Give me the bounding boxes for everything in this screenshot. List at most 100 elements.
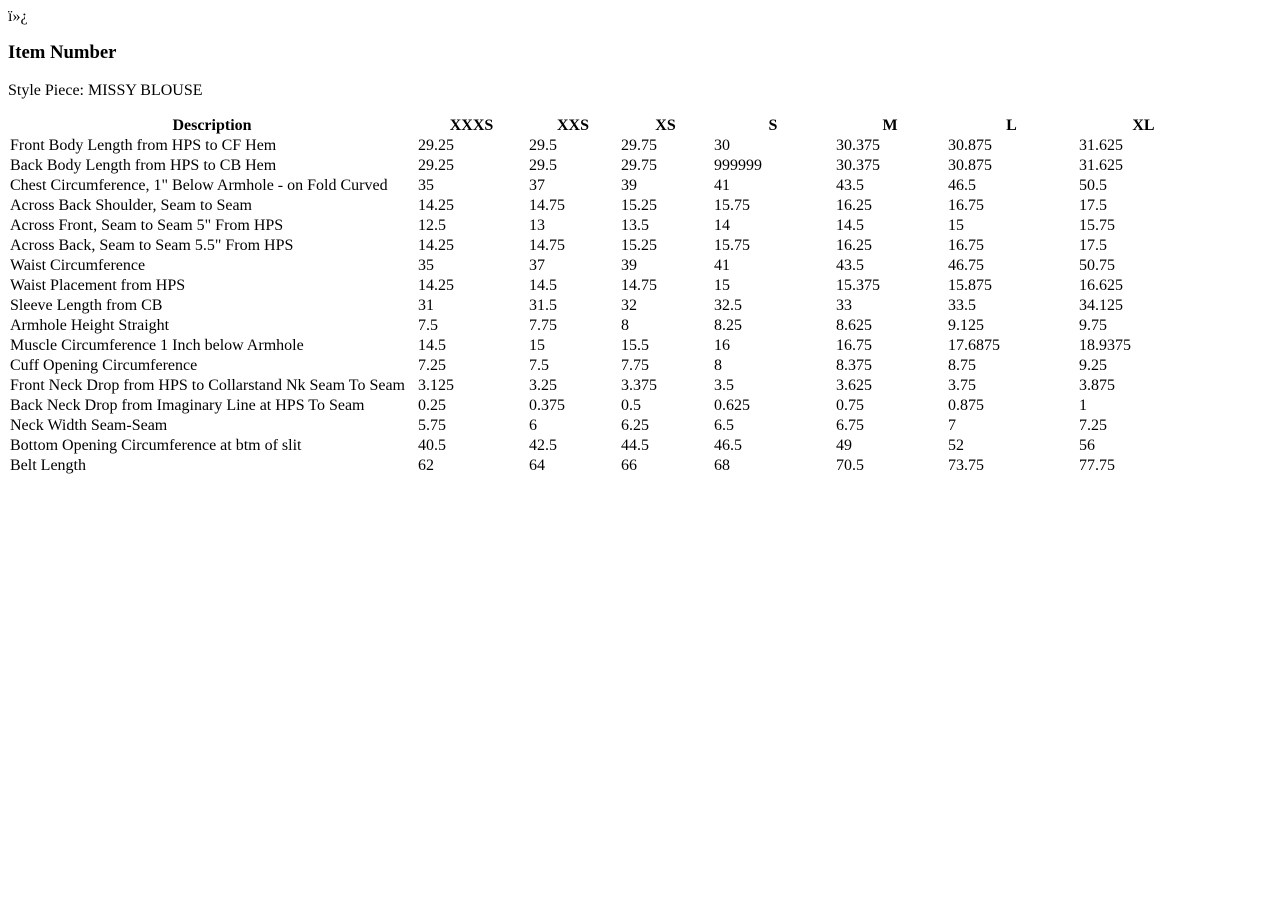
measurement-value-l: 9.125: [948, 317, 984, 334]
measurement-value-xxxs: 0.25: [418, 397, 446, 414]
measurement-value-xl: 3.875: [1079, 377, 1115, 394]
measurement-value-s: 68: [714, 457, 730, 474]
measurement-value-xl: 50.75: [1079, 257, 1115, 274]
measurement-value-m: 6.75: [836, 417, 864, 434]
measurement-value-l: 46.75: [948, 257, 984, 274]
column-header-s: S: [768, 117, 778, 134]
table-row: Chest Circumference, 1" Below Armhole - …: [9, 176, 1209, 196]
measurement-value-xl: 18.9375: [1079, 337, 1131, 354]
table-row: Across Back, Seam to Seam 5.5" From HPS 1…: [9, 236, 1209, 256]
measurement-value-s: 15: [714, 277, 730, 294]
measurement-description: Bottom Opening Circumference at btm of s…: [10, 437, 302, 454]
measurement-value-m: 49: [836, 437, 852, 454]
measurement-value-xl: 50.5: [1079, 177, 1107, 194]
measurement-value-m: 30.375: [836, 137, 880, 154]
column-header-xs: XS: [655, 117, 676, 134]
table-row: Across Back Shoulder, Seam to Seam 14.25 1…: [9, 196, 1209, 216]
table-row: Waist Placement from HPS 14.25 14.5 14.75 15…: [9, 276, 1209, 296]
measurement-value-xxs: 37: [529, 177, 545, 194]
measurement-value-xxs: 37: [529, 257, 545, 274]
measurement-value-m: 8.625: [836, 317, 872, 334]
measurement-value-xxxs: 62: [418, 457, 434, 474]
measurement-value-xs: 3.375: [621, 377, 657, 394]
measurement-value-xl: 56: [1079, 437, 1095, 454]
measurement-value-s: 46.5: [714, 437, 742, 454]
measurement-value-m: 70.5: [836, 457, 864, 474]
measurement-value-xxxs: 29.25: [418, 157, 454, 174]
measurement-value-l: 8.75: [948, 357, 976, 374]
measurement-value-xs: 8: [621, 317, 629, 334]
measurement-value-xxs: 15: [529, 337, 545, 354]
measurement-value-xxxs: 35: [418, 177, 434, 194]
measurement-value-xxs: 64: [529, 457, 545, 474]
measurement-value-xxxs: 7.5: [418, 317, 438, 334]
measurement-value-xxxs: 12.5: [418, 217, 446, 234]
measurement-description: Chest Circumference, 1" Below Armhole - …: [10, 177, 388, 194]
measurement-value-xs: 14.75: [621, 277, 657, 294]
style-piece-label: Style Piece: MISSY BLOUSE: [8, 82, 203, 99]
measurement-value-xl: 31.625: [1079, 137, 1123, 154]
measurement-value-xxs: 7.5: [529, 357, 549, 374]
measurement-description: Across Front, Seam to Seam 5" From HPS: [10, 217, 284, 234]
measurement-value-s: 15.75: [714, 237, 750, 254]
measurement-value-m: 16.75: [836, 337, 872, 354]
measurement-value-xxxs: 29.25: [418, 137, 454, 154]
measurement-value-xs: 29.75: [621, 137, 657, 154]
measurement-description: Across Back, Seam to Seam 5.5" From HPS: [10, 237, 294, 254]
table-row: Waist Circumference 35 37 39 41 43.5 46.75 50.7…: [9, 256, 1209, 276]
measurement-value-xxs: 3.25: [529, 377, 557, 394]
measurement-description: Waist Circumference: [10, 257, 146, 274]
column-header-xl: XL: [1132, 117, 1155, 134]
measurement-value-s: 32.5: [714, 297, 742, 314]
measurement-value-xs: 15.25: [621, 237, 657, 254]
measurement-value-s: 8: [714, 357, 722, 374]
measurement-value-m: 3.625: [836, 377, 872, 394]
measurement-value-xxxs: 14.25: [418, 237, 454, 254]
measurement-value-xs: 0.5: [621, 397, 641, 414]
measurement-value-xs: 29.75: [621, 157, 657, 174]
measurement-value-m: 43.5: [836, 177, 864, 194]
table-row: Front Neck Drop from HPS to Collarstand …: [9, 376, 1209, 396]
measurement-value-m: 16.25: [836, 237, 872, 254]
measurement-description: Back Neck Drop from Imaginary Line at HP…: [10, 397, 365, 414]
measurement-description: Across Back Shoulder, Seam to Seam: [10, 197, 252, 214]
measurement-value-xl: 9.25: [1079, 357, 1107, 374]
measurement-value-l: 17.6875: [948, 337, 1000, 354]
measurement-description: Waist Placement from HPS: [10, 277, 186, 294]
measurement-value-l: 7: [948, 417, 956, 434]
column-header-xxxs: XXXS: [449, 117, 494, 134]
measurement-value-l: 33.5: [948, 297, 976, 314]
measurement-value-xxs: 29.5: [529, 157, 557, 174]
table-row: Bottom Opening Circumference at btm of s…: [9, 436, 1209, 456]
measurement-value-xs: 39: [621, 257, 637, 274]
measurement-value-m: 8.375: [836, 357, 872, 374]
measurement-value-l: 0.875: [948, 397, 984, 414]
column-header-l: L: [1006, 117, 1017, 134]
measurement-value-l: 30.875: [948, 157, 992, 174]
measurement-value-xxs: 7.75: [529, 317, 557, 334]
table-row: Sleeve Length from CB 31 31.5 32 32.5 33 33.5 3…: [9, 296, 1209, 316]
measurement-value-xl: 7.25: [1079, 417, 1107, 434]
measurement-description: Belt Length: [10, 457, 86, 474]
column-header-description: Description: [172, 117, 252, 134]
measurement-description: Sleeve Length from CB: [10, 297, 163, 314]
measurement-value-l: 52: [948, 437, 964, 454]
measurement-description: Muscle Circumference 1 Inch below Armhol…: [10, 337, 304, 354]
measurement-value-xxxs: 5.75: [418, 417, 446, 434]
measurement-value-s: 0.625: [714, 397, 750, 414]
measurement-description: Front Neck Drop from HPS to Collarstand …: [10, 377, 405, 394]
measurement-value-l: 46.5: [948, 177, 976, 194]
table-row: Front Body Length from HPS to CF Hem 29.2…: [9, 136, 1209, 156]
measurement-value-m: 43.5: [836, 257, 864, 274]
measurement-description: Armhole Height Straight: [10, 317, 170, 334]
table-row: Muscle Circumference 1 Inch below Armhol…: [9, 336, 1209, 356]
measurement-value-xxs: 6: [529, 417, 537, 434]
measurement-value-xxs: 14.5: [529, 277, 557, 294]
measurement-value-xl: 1: [1079, 397, 1087, 414]
measurement-description: Neck Width Seam-Seam: [10, 417, 168, 434]
table-row: Belt Length 62 64 66 68 70.5 73.75 77.75: [9, 456, 1209, 476]
measurement-value-xxs: 13: [529, 217, 545, 234]
measurement-value-xs: 13.5: [621, 217, 649, 234]
measurement-value-xl: 31.625: [1079, 157, 1123, 174]
measurement-value-xs: 39: [621, 177, 637, 194]
